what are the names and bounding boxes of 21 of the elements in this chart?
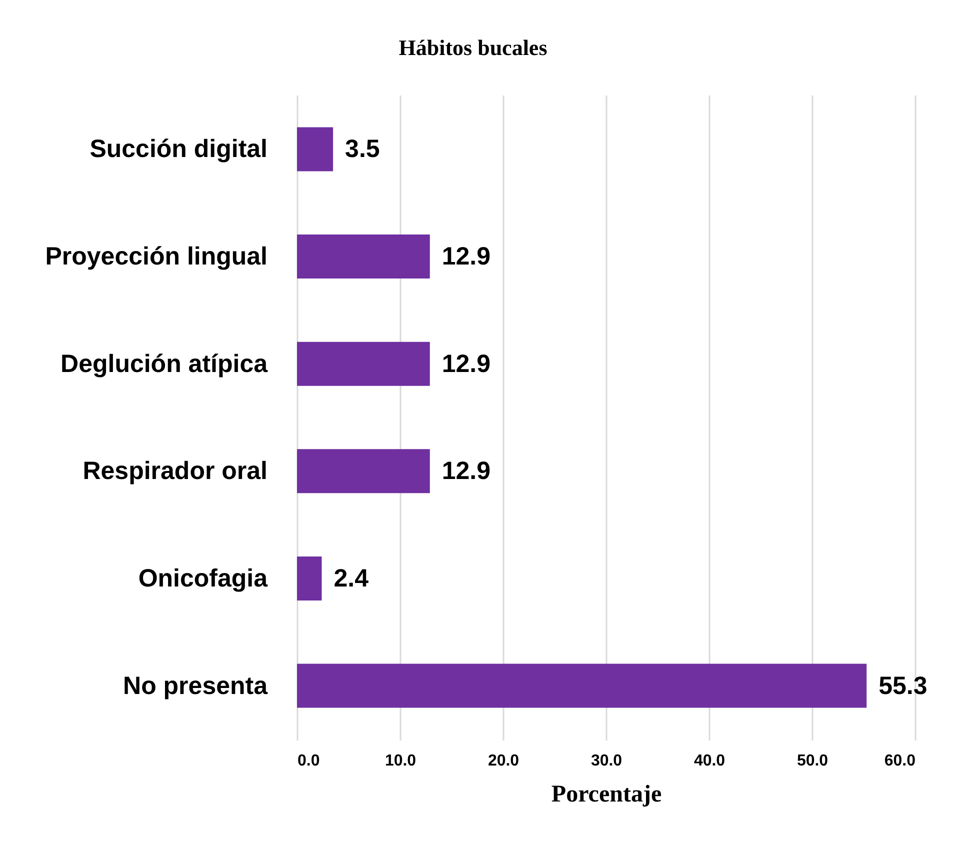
- x-tick-label: 20.0: [488, 752, 520, 770]
- data-label: 12.9: [442, 457, 491, 486]
- y-tick-label: Succión digital: [90, 135, 268, 164]
- y-tick-label: Onicofagia: [138, 564, 269, 592]
- data-label: 12.9: [442, 242, 491, 271]
- x-tick-label: 30.0: [590, 752, 622, 770]
- x-tick-label: 50.0: [796, 752, 828, 770]
- x-tick-label: 0.0: [298, 752, 320, 770]
- y-tick-label: Proyección lingual: [45, 242, 268, 271]
- y-tick-label: Deglución atípica: [60, 350, 269, 378]
- x-tick-label: 10.0: [384, 752, 416, 770]
- data-label: 2.4: [334, 564, 369, 592]
- x-tick-label: 40.0: [694, 752, 726, 770]
- data-label: 55.3: [878, 672, 928, 700]
- y-tick-label: Respirador oral: [82, 457, 268, 486]
- data-label: 3.5: [345, 135, 380, 164]
- x-axis-title: Porcentaje: [551, 782, 662, 808]
- y-tick-label: No presenta: [123, 672, 269, 700]
- data-label: 12.9: [442, 350, 491, 378]
- chart-title: Hábitos bucales: [398, 35, 548, 60]
- x-tick-label: 60.0: [884, 752, 916, 770]
